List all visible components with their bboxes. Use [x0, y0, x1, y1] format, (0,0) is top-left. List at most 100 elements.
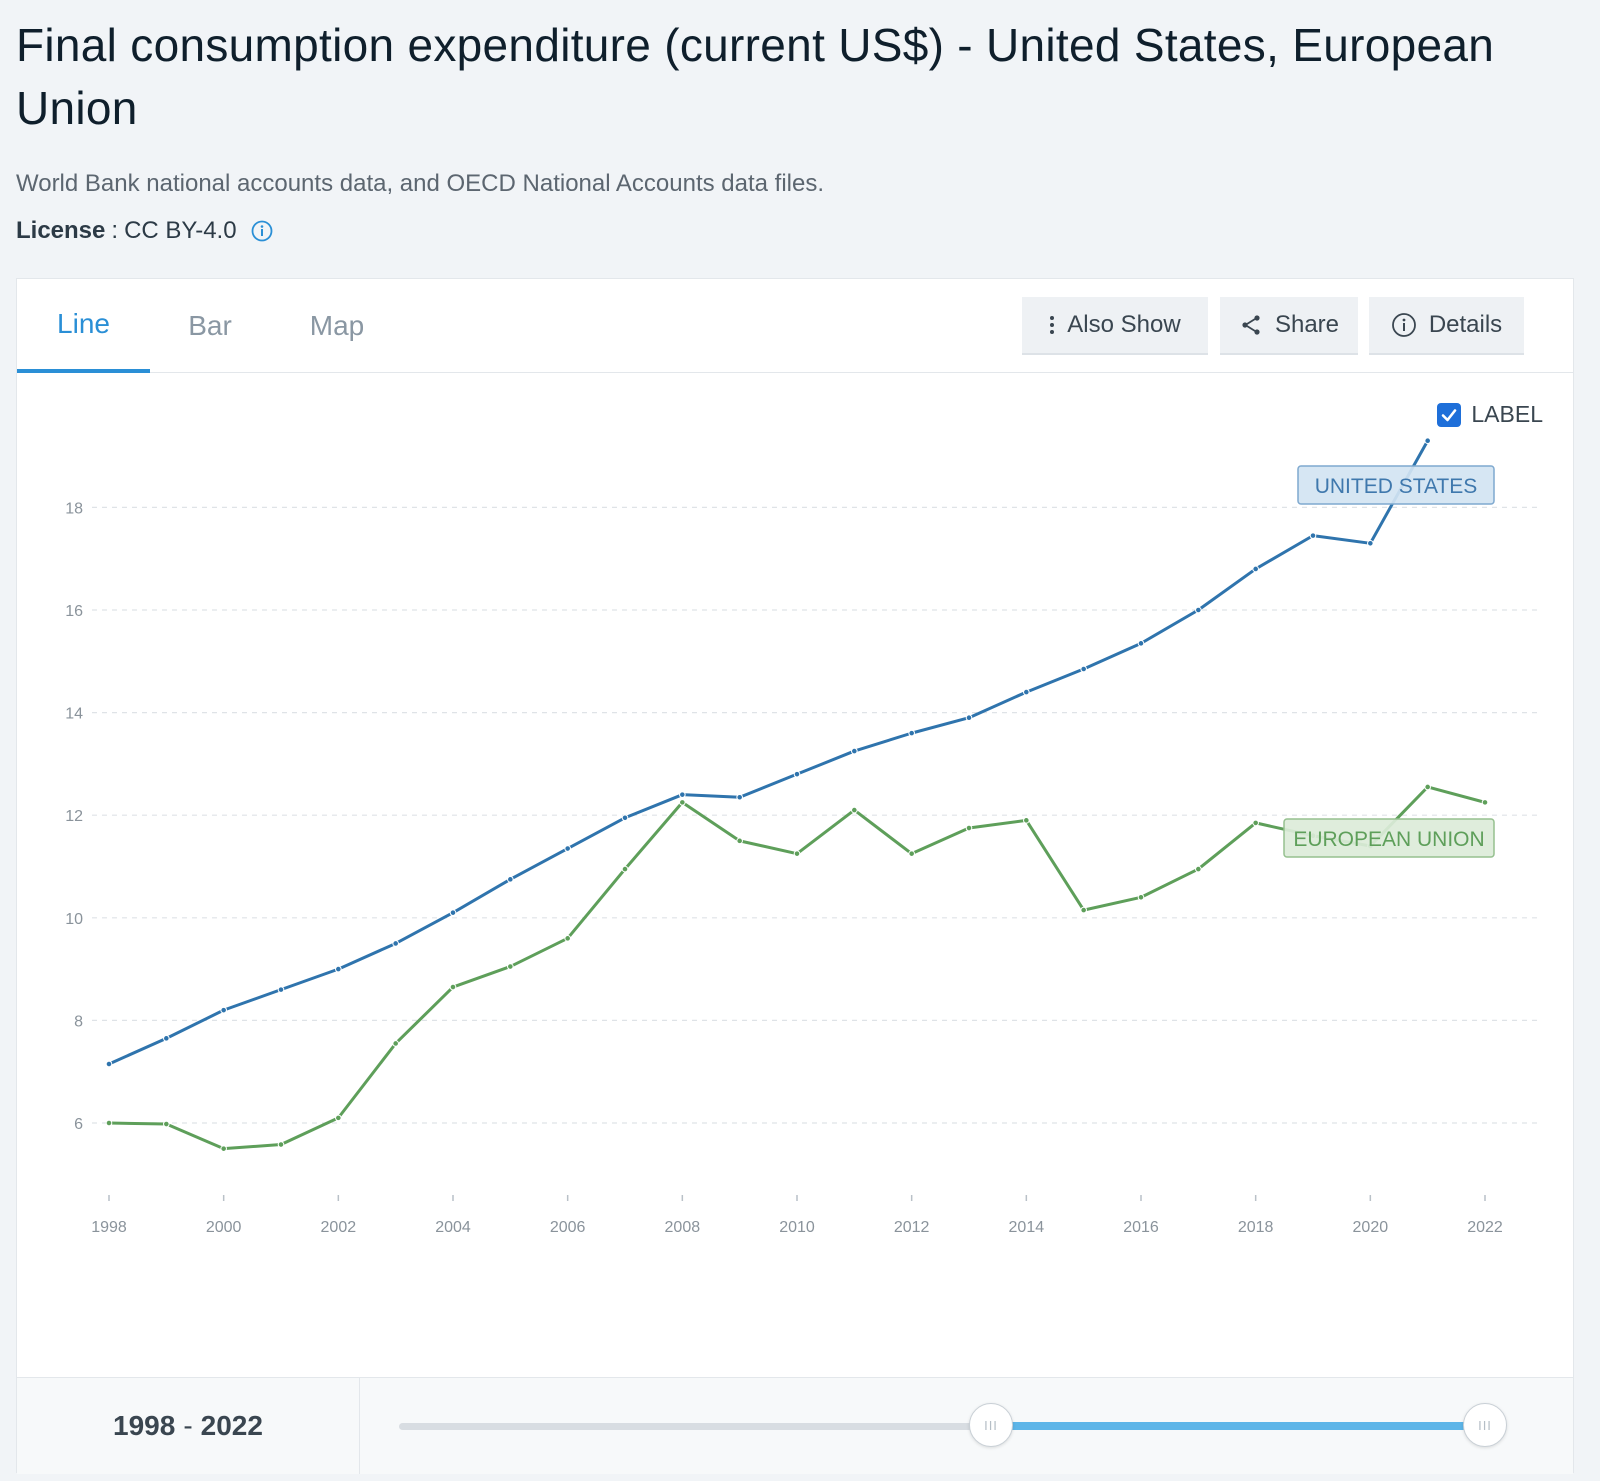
- data-point: [105, 1119, 113, 1127]
- data-point: [507, 963, 514, 970]
- data-point: [105, 1060, 113, 1068]
- y-tick-label: 14: [65, 706, 83, 723]
- label-toggle[interactable]: LABEL: [1437, 401, 1543, 428]
- source-text: World Bank national accounts data, and O…: [16, 170, 825, 197]
- tab-line[interactable]: Line: [17, 279, 150, 373]
- data-point: [163, 1035, 170, 1042]
- eu-series-label: EUROPEAN UNION: [1293, 828, 1484, 851]
- x-tick-label: 2006: [550, 1219, 586, 1236]
- y-tick-label: 16: [65, 603, 83, 620]
- us-series-line: [108, 439, 1429, 1066]
- license-label: License: [16, 217, 106, 244]
- x-tick-label: 2010: [779, 1219, 815, 1236]
- license-row: License : CC BY-4.0: [16, 217, 273, 245]
- y-tick-label: 8: [74, 1013, 83, 1030]
- range-slider-fill: [992, 1422, 1482, 1430]
- line-chart: 6 8 10 12 14 16 18 1998 2000 2002 2004 2006 2008 2010…: [65, 437, 1537, 1236]
- data-point: [965, 824, 973, 832]
- data-point: [1424, 437, 1431, 445]
- data-point: [1080, 906, 1087, 914]
- share-button[interactable]: Share: [1220, 297, 1358, 355]
- data-point: [736, 793, 743, 801]
- data-point: [1080, 665, 1087, 673]
- data-point: [1195, 606, 1202, 614]
- data-point: [1367, 540, 1374, 547]
- data-point: [449, 909, 457, 916]
- data-point: [220, 1145, 227, 1152]
- range-end: 2022: [200, 1410, 263, 1441]
- x-tick-label: 1998: [91, 1219, 127, 1236]
- data-point: [1424, 783, 1431, 791]
- share-label: Share: [1274, 311, 1340, 338]
- data-point: [277, 1141, 285, 1148]
- y-tick-label: 12: [65, 808, 83, 825]
- x-tick-label: 2000: [206, 1219, 242, 1236]
- also-show-label: Also Show: [1067, 311, 1181, 338]
- tab-map[interactable]: Map: [309, 309, 365, 341]
- also-show-button[interactable]: Also Show: [1022, 297, 1208, 355]
- license-value: CC BY-4.0: [124, 217, 237, 244]
- x-tick-label: 2012: [894, 1219, 930, 1236]
- us-series-label-group: UNITED STATES: [1297, 465, 1495, 505]
- us-series-label-box: [1297, 465, 1495, 505]
- range-handle-start[interactable]: III: [969, 1403, 1013, 1447]
- data-point: [621, 814, 629, 822]
- data-point: [908, 850, 915, 857]
- tab-bar[interactable]: Bar: [188, 309, 232, 341]
- details-button[interactable]: Details: [1369, 297, 1524, 355]
- data-point: [335, 1114, 342, 1122]
- data-point: [908, 729, 915, 737]
- data-point: [1252, 565, 1259, 573]
- data-point: [1309, 532, 1317, 539]
- range-label: 1998 - 2022: [17, 1378, 360, 1474]
- check-icon: [1442, 408, 1457, 421]
- data-point: [679, 799, 686, 806]
- info-circle-icon: [1391, 313, 1416, 337]
- more-vertical-icon: [1050, 316, 1055, 334]
- label-toggle-text: LABEL: [1471, 401, 1543, 427]
- page-title: Final consumption expenditure (current U…: [16, 19, 1495, 134]
- y-tick-label: 18: [65, 500, 83, 517]
- eu-series-label-group: EUROPEAN UNION: [1283, 818, 1495, 858]
- data-point: [1252, 819, 1259, 827]
- data-point: [1481, 799, 1489, 806]
- data-point: [392, 1040, 399, 1047]
- label-checkbox[interactable]: [1437, 402, 1462, 427]
- data-point: [1023, 817, 1030, 824]
- data-point: [1137, 893, 1145, 901]
- data-point: [507, 876, 514, 883]
- data-point: [220, 1006, 227, 1014]
- x-tick-label: 2008: [665, 1219, 701, 1236]
- data-point: [277, 986, 285, 993]
- y-tick-label: 6: [74, 1116, 83, 1133]
- x-tick-label: 2022: [1467, 1219, 1503, 1236]
- y-tick-label: 10: [65, 911, 83, 928]
- x-tick-label: 2014: [1009, 1219, 1045, 1236]
- eu-series-label-box: [1283, 818, 1495, 858]
- data-point: [1195, 865, 1202, 873]
- info-icon[interactable]: [251, 220, 273, 242]
- range-handle-end[interactable]: III: [1463, 1403, 1507, 1447]
- license-separator: :: [111, 217, 119, 244]
- share-icon: [1242, 315, 1260, 335]
- data-point: [736, 837, 743, 845]
- data-point: [392, 940, 399, 947]
- data-point: [449, 983, 457, 991]
- x-tick-label: 2002: [321, 1219, 357, 1236]
- data-point: [1023, 688, 1030, 696]
- data-point: [1137, 640, 1145, 647]
- details-label: Details: [1428, 311, 1503, 338]
- data-point: [679, 791, 686, 798]
- chart-tabs: Line Bar Map Also Show Share Details: [17, 279, 1573, 373]
- range-start: 1998: [113, 1410, 176, 1441]
- x-tick-label: 2020: [1353, 1219, 1389, 1236]
- data-point: [851, 747, 858, 755]
- range-slider-track[interactable]: [399, 1423, 1499, 1430]
- eu-series-line: [108, 785, 1486, 1151]
- data-point: [793, 850, 801, 857]
- data-point: [564, 935, 571, 942]
- chart-card: Line Bar Map Also Show Share Details LAB…: [16, 278, 1574, 1474]
- data-point: [335, 965, 342, 973]
- data-point: [621, 865, 629, 873]
- range-separator: -: [183, 1410, 193, 1441]
